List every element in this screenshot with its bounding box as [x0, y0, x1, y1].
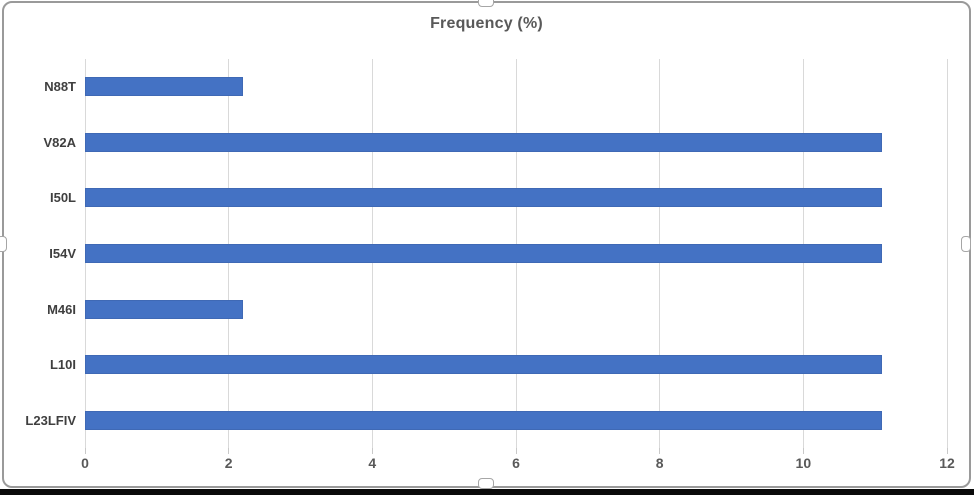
bar-row-M46I [85, 281, 947, 337]
bar-I54V[interactable] [85, 244, 883, 264]
bar-M46I[interactable] [85, 299, 244, 319]
category-label-L23LFIV: L23LFIV [25, 412, 76, 428]
bar-row-I54V [85, 226, 947, 282]
bottom-border-rule [0, 489, 974, 495]
x-tick-label-2: 2 [224, 455, 233, 471]
tick-mark-x-6 [515, 448, 517, 454]
x-tick-label-10: 10 [795, 455, 812, 471]
selection-handle-right[interactable] [961, 236, 971, 252]
gridline-x-12 [946, 59, 948, 448]
bar-L10I[interactable] [85, 355, 883, 375]
bar-row-L23LFIV [85, 392, 947, 448]
tick-mark-x-4 [371, 448, 373, 454]
category-label-V82A: V82A [43, 134, 76, 150]
value-axis[interactable]: 0 2 4 6 8 10 12 [81, 455, 955, 473]
bar-row-V82A [85, 115, 947, 171]
bar-I50L[interactable] [85, 188, 883, 208]
bar-L23LFIV[interactable] [85, 410, 883, 430]
x-tick-label-4: 4 [368, 455, 377, 471]
plot-area[interactable] [84, 59, 948, 454]
bar-row-I50L [85, 170, 947, 226]
selection-handle-left[interactable] [0, 236, 7, 252]
selection-handle-bottom[interactable] [478, 478, 494, 489]
chart-object[interactable]: Frequency (%) N88T V82A I50L I54V M46I L10I L2… [2, 1, 971, 488]
category-label-I50L: I50L [49, 190, 76, 206]
bars-layer [85, 59, 947, 448]
tick-mark-x-12 [946, 448, 948, 454]
tick-mark-x-2 [228, 448, 230, 454]
x-tick-label-12: 12 [939, 455, 955, 471]
bar-V82A[interactable] [85, 132, 883, 152]
category-label-M46I: M46I [47, 301, 76, 317]
x-tick-label-0: 0 [81, 455, 89, 471]
chart-title[interactable]: Frequency (%) [430, 15, 543, 32]
x-tick-label-8: 8 [655, 455, 664, 471]
tick-mark-x-10 [802, 448, 804, 454]
selection-handle-top[interactable] [478, 0, 494, 7]
category-label-I54V: I54V [49, 246, 76, 262]
bar-N88T[interactable] [85, 77, 244, 97]
category-label-L10I: L10I [49, 357, 76, 373]
bar-row-L10I [85, 337, 947, 393]
bar-row-N88T [85, 59, 947, 115]
category-label-N88T: N88T [44, 79, 76, 95]
tick-mark-x-8 [659, 448, 661, 454]
category-axis[interactable]: N88T V82A I50L I54V M46I L10I L23LFIV [4, 59, 76, 448]
tick-mark-x-0 [84, 448, 86, 454]
x-tick-label-6: 6 [512, 455, 520, 471]
